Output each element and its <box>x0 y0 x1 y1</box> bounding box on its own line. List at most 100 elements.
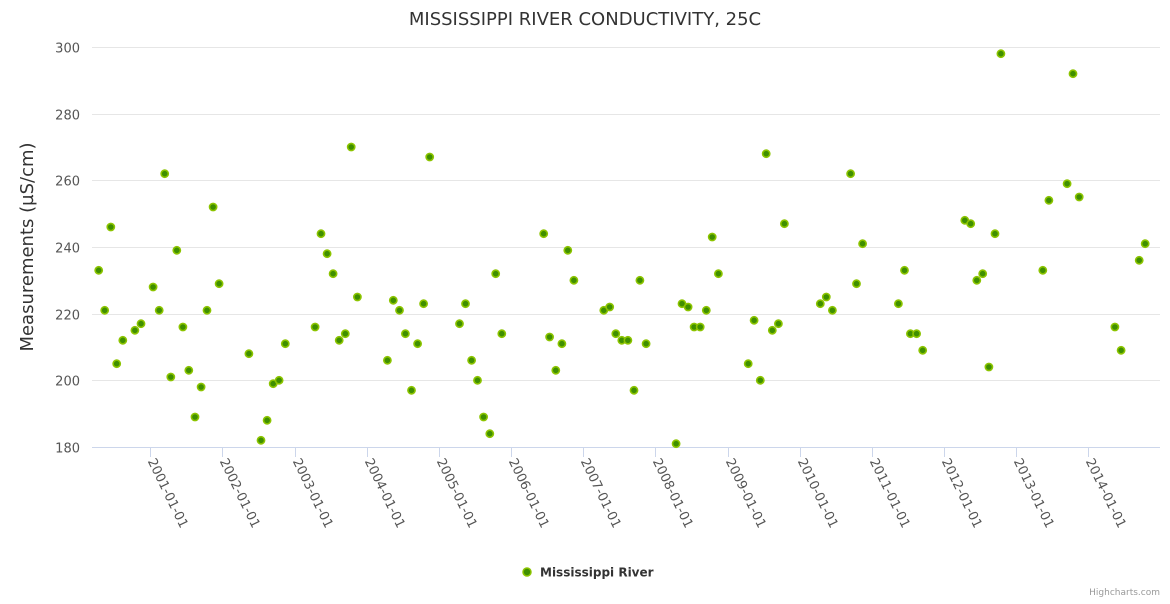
data-point[interactable] <box>755 375 765 385</box>
data-point[interactable] <box>328 269 338 279</box>
data-point[interactable] <box>683 302 693 312</box>
data-point[interactable] <box>136 319 146 329</box>
data-point[interactable] <box>900 265 909 275</box>
data-point[interactable] <box>419 299 428 309</box>
data-point[interactable] <box>461 299 470 309</box>
legend-item-mississippi-river[interactable]: Mississippi River <box>522 566 654 580</box>
data-point[interactable] <box>611 329 621 339</box>
data-point[interactable] <box>623 335 633 345</box>
data-point[interactable] <box>635 275 645 285</box>
data-point[interactable] <box>918 345 928 355</box>
data-point[interactable] <box>749 315 759 325</box>
data-point[interactable] <box>491 269 501 279</box>
data-point[interactable] <box>846 169 855 179</box>
credits-link[interactable]: Highcharts.com <box>1089 588 1160 598</box>
data-point[interactable] <box>425 152 435 162</box>
data-point[interactable] <box>1140 239 1150 249</box>
legend[interactable]: Mississippi River <box>522 566 654 580</box>
data-point[interactable] <box>196 382 206 392</box>
data-point[interactable] <box>1044 195 1054 205</box>
data-point[interactable] <box>563 245 573 255</box>
data-point[interactable] <box>894 299 903 309</box>
data-point[interactable] <box>280 339 290 349</box>
data-point[interactable] <box>395 305 404 315</box>
data-point[interactable] <box>1074 192 1084 202</box>
data-point[interactable] <box>485 429 495 439</box>
data-point[interactable] <box>479 412 488 422</box>
data-point[interactable] <box>858 239 867 249</box>
data-point[interactable] <box>1134 255 1144 265</box>
data-point[interactable] <box>112 359 122 369</box>
data-point[interactable] <box>551 365 561 375</box>
data-point[interactable] <box>767 325 777 335</box>
data-point[interactable] <box>966 219 976 229</box>
data-point[interactable] <box>545 332 554 342</box>
data-point[interactable] <box>256 435 266 445</box>
data-point[interactable] <box>984 362 994 372</box>
data-point[interactable] <box>605 302 615 312</box>
data-point[interactable] <box>743 359 753 369</box>
data-point[interactable] <box>780 219 789 229</box>
series-mississippi-river[interactable] <box>94 49 1150 449</box>
data-point[interactable] <box>815 299 825 309</box>
data-point[interactable] <box>334 335 344 345</box>
data-point[interactable] <box>455 319 464 329</box>
data-point[interactable] <box>1068 69 1078 79</box>
data-point[interactable] <box>340 329 350 339</box>
data-point[interactable] <box>467 355 476 365</box>
data-point[interactable] <box>852 279 861 289</box>
data-point[interactable] <box>497 329 507 339</box>
data-point[interactable] <box>208 202 218 212</box>
data-point[interactable] <box>106 222 116 232</box>
data-point[interactable] <box>400 329 410 339</box>
data-point[interactable] <box>828 305 837 315</box>
data-point[interactable] <box>1038 265 1048 275</box>
data-point[interactable] <box>166 372 176 382</box>
data-point[interactable] <box>557 339 567 349</box>
data-point[interactable] <box>1116 345 1126 355</box>
data-point[interactable] <box>352 292 362 302</box>
data-point[interactable] <box>214 279 224 289</box>
data-point[interactable] <box>912 329 921 339</box>
data-point[interactable] <box>413 339 422 349</box>
data-point[interactable] <box>118 335 128 345</box>
data-point[interactable] <box>695 322 705 332</box>
data-point[interactable] <box>629 385 639 395</box>
data-point[interactable] <box>316 229 326 239</box>
data-point[interactable] <box>821 292 831 302</box>
data-point[interactable] <box>160 169 170 179</box>
data-point[interactable] <box>569 275 579 285</box>
data-point[interactable] <box>972 275 982 285</box>
data-point[interactable] <box>382 355 392 365</box>
data-point[interactable] <box>184 365 194 375</box>
data-point[interactable] <box>707 232 717 242</box>
data-point[interactable] <box>714 269 723 279</box>
data-point[interactable] <box>407 385 416 395</box>
data-point[interactable] <box>178 322 188 332</box>
data-point[interactable] <box>996 49 1006 59</box>
data-point[interactable] <box>1062 179 1072 189</box>
data-point[interactable] <box>990 229 1000 239</box>
data-point[interactable] <box>641 339 651 349</box>
data-point[interactable] <box>539 229 549 239</box>
data-point[interactable] <box>130 325 140 335</box>
data-point[interactable] <box>322 249 332 259</box>
data-point[interactable] <box>473 375 482 385</box>
data-point[interactable] <box>190 412 200 422</box>
data-point[interactable] <box>202 305 212 315</box>
data-point[interactable] <box>244 349 254 359</box>
data-point[interactable] <box>172 245 182 255</box>
data-point[interactable] <box>978 269 988 279</box>
data-point[interactable] <box>148 282 158 292</box>
data-point[interactable] <box>154 305 164 315</box>
data-point[interactable] <box>388 295 398 305</box>
data-point[interactable] <box>761 149 771 159</box>
data-point[interactable] <box>1110 322 1120 332</box>
data-point[interactable] <box>274 375 284 385</box>
data-point[interactable] <box>94 265 104 275</box>
data-point[interactable] <box>100 305 110 315</box>
data-point[interactable] <box>310 322 320 332</box>
data-point[interactable] <box>671 439 681 449</box>
data-point[interactable] <box>262 415 272 425</box>
data-point[interactable] <box>346 142 356 152</box>
